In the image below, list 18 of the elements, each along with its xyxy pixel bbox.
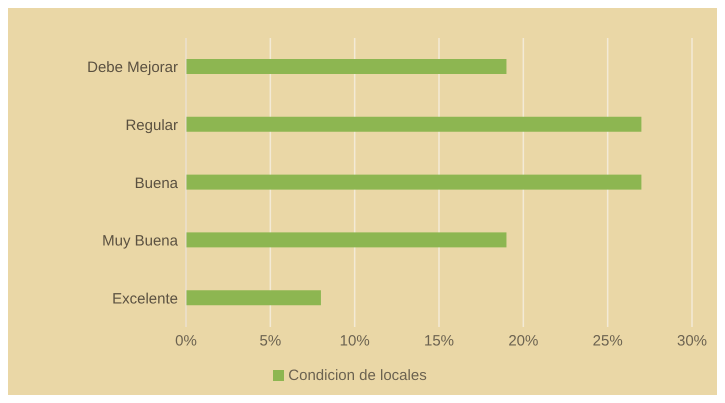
y-tick-label: Regular (125, 117, 178, 134)
bar (186, 232, 506, 248)
x-tick-label: 10% (340, 332, 370, 350)
y-tick-label: Buena (134, 174, 179, 192)
x-tick-label: 25% (592, 332, 623, 350)
bar (186, 290, 321, 306)
bar (186, 116, 642, 132)
legend-label: Condicion de locales (288, 367, 427, 384)
bar (186, 174, 642, 190)
x-tick-label: 5% (259, 332, 282, 350)
x-tick-label: 20% (508, 332, 538, 350)
y-tick-label: Excelente (112, 290, 178, 308)
x-tick-label: 15% (424, 332, 454, 350)
y-tick-label: Muy Buena (102, 232, 179, 250)
y-tick-label: Debe Mejorar (87, 59, 178, 76)
x-tick-label: 0% (175, 332, 197, 350)
x-tick-label: 30% (676, 332, 708, 350)
bar (186, 59, 506, 74)
